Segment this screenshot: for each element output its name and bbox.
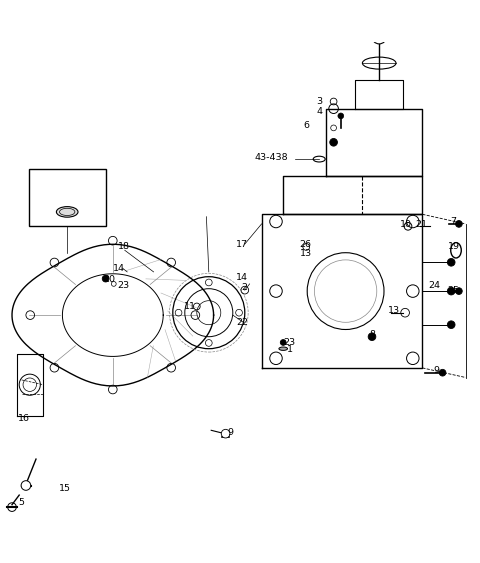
Text: 9: 9: [434, 366, 440, 375]
Text: 8: 8: [369, 330, 375, 339]
Text: 17: 17: [236, 240, 249, 248]
Circle shape: [21, 481, 31, 490]
Text: 23: 23: [118, 281, 130, 290]
Text: 13: 13: [387, 306, 400, 315]
Text: 21: 21: [415, 220, 427, 229]
Text: 9: 9: [228, 428, 233, 437]
Circle shape: [447, 321, 455, 329]
Text: 5: 5: [18, 498, 24, 507]
Text: 23: 23: [283, 338, 296, 347]
Circle shape: [439, 369, 446, 376]
Circle shape: [447, 287, 455, 295]
Text: 14: 14: [113, 263, 125, 272]
Text: 6: 6: [303, 121, 309, 130]
Text: 14: 14: [235, 273, 248, 282]
Bar: [29, 169, 106, 226]
Text: 10: 10: [399, 220, 411, 229]
Text: 3: 3: [316, 97, 322, 106]
Circle shape: [372, 29, 386, 44]
Text: 7: 7: [451, 217, 456, 226]
Circle shape: [456, 288, 462, 294]
Text: 1: 1: [288, 345, 293, 354]
Text: 13: 13: [300, 249, 312, 258]
Text: 22: 22: [236, 318, 249, 327]
Text: 19: 19: [447, 243, 459, 252]
Circle shape: [447, 258, 455, 266]
Circle shape: [338, 113, 344, 119]
Circle shape: [221, 430, 230, 438]
Text: 12: 12: [60, 181, 74, 190]
Circle shape: [330, 138, 337, 146]
Circle shape: [368, 333, 376, 341]
Text: 2: 2: [241, 283, 247, 292]
Ellipse shape: [57, 207, 78, 217]
Circle shape: [280, 339, 286, 345]
Text: 16: 16: [18, 414, 30, 423]
Text: 11: 11: [184, 302, 196, 311]
Text: 18: 18: [118, 243, 130, 252]
Text: 24: 24: [429, 281, 441, 290]
Text: 20: 20: [104, 275, 115, 284]
Text: 43-438: 43-438: [254, 153, 288, 162]
Text: 15: 15: [59, 484, 71, 493]
Circle shape: [102, 275, 109, 282]
Circle shape: [456, 221, 462, 227]
Text: 26: 26: [299, 240, 311, 248]
Ellipse shape: [279, 347, 288, 350]
Text: 25: 25: [447, 285, 459, 294]
Text: 4: 4: [316, 106, 322, 115]
